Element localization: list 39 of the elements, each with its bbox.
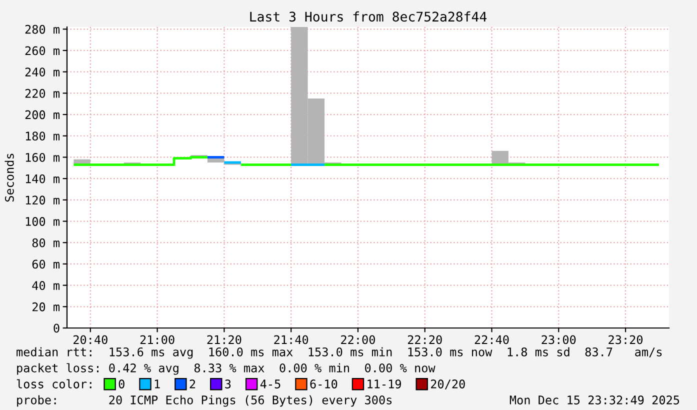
y-tick-label: 260 m — [25, 46, 60, 56]
y-tick-label: 160 m — [26, 152, 60, 162]
legend-label: 3 — [225, 380, 231, 388]
text: median rtt: 153.6 ms avg 160.0 ms max 153.0 ms min 153.0 ms now 1.8 ms sd 83.7 am/s — [16, 347, 662, 359]
x-tick-label: 21:20 — [207, 335, 242, 344]
y-tick-label: 120 m — [26, 196, 60, 205]
x-tick-label: 23:20 — [608, 335, 643, 344]
y-tick-label: 240 m — [25, 68, 60, 77]
x-tick-label: 21:40 — [274, 335, 308, 344]
x-tick-label: 22:00 — [341, 335, 375, 344]
y-tick-label: 20 m — [32, 302, 60, 312]
chart-title: Last 3 Hours from 8ec752a28f44 — [250, 11, 487, 22]
x-tick-label: 20:40 — [74, 335, 108, 344]
y-tick-label: 60 m — [32, 260, 60, 269]
legend-label: 6-10 — [310, 380, 338, 388]
x-tick-label: 23:00 — [542, 335, 576, 344]
legend-label: 2 — [190, 380, 196, 388]
y-tick-label: 140 m — [26, 174, 60, 184]
x-tick-label: 22:20 — [408, 335, 442, 344]
legend-label: 1 — [154, 380, 160, 388]
legend-label: 20/20 — [430, 380, 465, 390]
y-tick-label: 0 — [54, 324, 60, 333]
y-tick-label: 80 m — [32, 238, 60, 248]
legend-label: 11-19 — [368, 380, 401, 388]
x-tick-label: 22:40 — [474, 335, 509, 344]
y-tick-label: 40 m — [32, 281, 60, 290]
y-tick-label: 280 m — [25, 24, 60, 34]
text: packet loss: 0.42 % avg 8.33 % max 0.00 % min 0.00 % now — [17, 363, 436, 375]
y-tick-label: 200 m — [25, 110, 60, 120]
legend-label: 0 — [118, 380, 124, 388]
y-axis-title: Seconds — [4, 154, 14, 202]
legend-label: 4-5 — [260, 380, 280, 388]
x-tick-label: 21:00 — [140, 335, 174, 344]
legend-title: loss color: — [16, 379, 92, 388]
text: Mon Dec 15 23:32:49 2025 — [510, 396, 680, 404]
y-tick-label: 180 m — [26, 132, 60, 141]
y-tick-label: 100 m — [26, 217, 60, 226]
y-tick-label: 220 m — [25, 88, 60, 98]
text: probe: 20 ICMP Echo Pings (56 Bytes) every 300s — [17, 395, 392, 407]
